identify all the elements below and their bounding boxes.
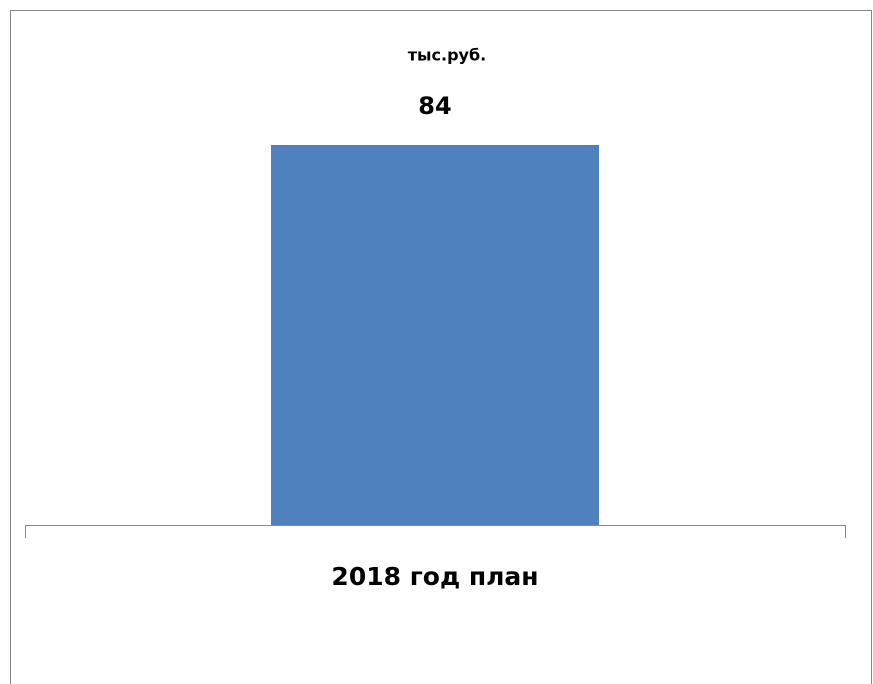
x-tick-label: 2018 год план	[331, 562, 538, 591]
chart-frame	[10, 10, 872, 684]
value-label: 84	[418, 92, 451, 120]
bar	[271, 145, 599, 525]
chart-title: тыс.руб.	[408, 46, 486, 65]
